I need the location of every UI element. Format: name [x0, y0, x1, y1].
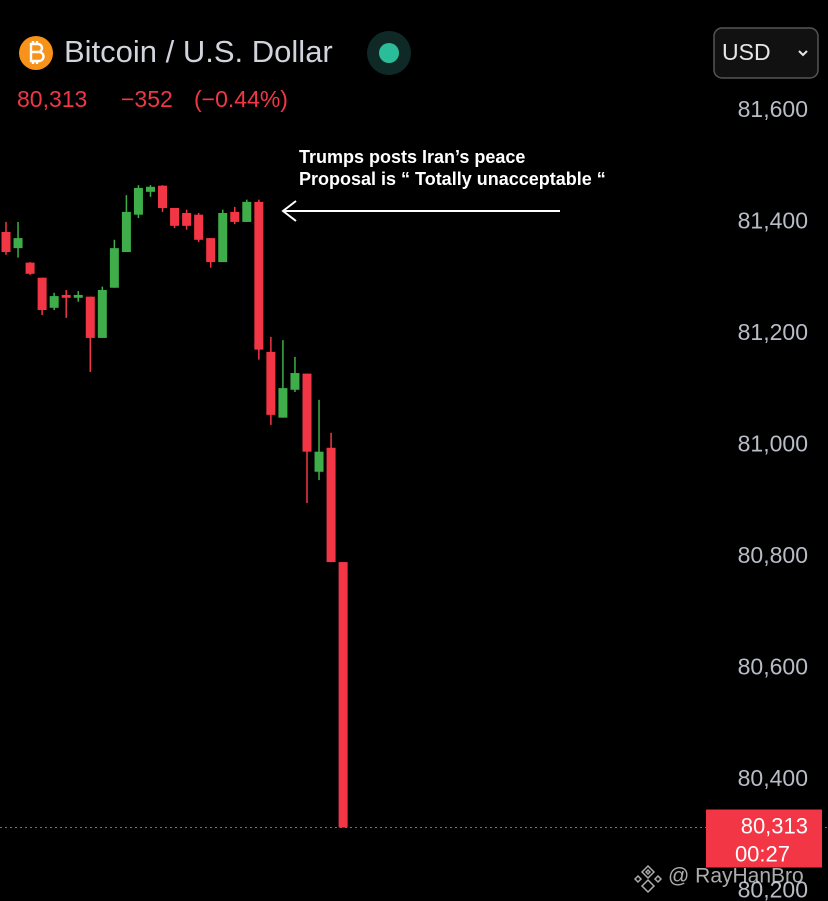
currency-button[interactable] [713, 27, 819, 79]
candle-body [145, 186, 155, 192]
candle-body [194, 214, 204, 240]
candle-body [230, 211, 240, 222]
candle-body [97, 289, 107, 338]
watermark-icon [633, 864, 663, 894]
candle-body [49, 296, 59, 308]
candle-body [242, 201, 252, 222]
candle-body [278, 388, 288, 418]
candle-body [314, 451, 324, 472]
candle-body [37, 277, 47, 311]
y-tick-label: 80,800 [738, 542, 808, 568]
last-price-box [706, 809, 822, 868]
y-tick-label: 80,200 [738, 877, 808, 901]
price: 80,313 [17, 86, 87, 112]
candle-body [206, 238, 216, 263]
candle-body [121, 211, 131, 253]
annotation-line: Proposal is “ Totally unacceptable “ [299, 169, 606, 189]
candle-body [158, 185, 168, 208]
candle-body [302, 373, 312, 452]
candle-body [13, 238, 23, 249]
candle-body [290, 373, 300, 390]
y-tick-label: 81,600 [738, 96, 808, 122]
status-dot[interactable] [379, 43, 399, 63]
annotation-line: Trumps posts Iran’s peace [299, 147, 525, 167]
candle-body [133, 187, 143, 215]
y-tick-label: 80,400 [738, 765, 808, 791]
change: −352 [121, 86, 173, 112]
countdown: 00:27 [735, 841, 790, 866]
y-tick-label: 81,000 [738, 431, 808, 457]
chart-title: Bitcoin / U.S. Dollar [64, 34, 333, 69]
chevron [798, 50, 808, 57]
candle-body [1, 231, 11, 253]
candle-body [61, 294, 71, 298]
candle-body [170, 207, 180, 226]
candle-body [182, 213, 192, 226]
currency-label: USD [722, 39, 771, 65]
y-tick-label: 81,200 [738, 319, 808, 345]
candle-body [338, 562, 348, 828]
y-tick-label: 81,400 [738, 207, 808, 233]
bitcoin-glyph [29, 41, 45, 64]
candle-body [218, 213, 228, 263]
arrow-head [281, 200, 297, 222]
plot-area: 80,200 80,400 80,600 80,800 81,000 81,200 81,4… [0, 96, 828, 901]
candle-body [254, 201, 264, 350]
candle-body [109, 248, 119, 288]
change-percent: (−0.44%) [194, 86, 288, 112]
y-tick-label: 80,600 [738, 654, 808, 680]
candle-body [73, 294, 83, 298]
candle-body [85, 296, 95, 338]
last-price-label: 80,313 [741, 813, 808, 838]
candle-body [25, 262, 35, 274]
overlay: Bitcoin / U.S. Dollar USD 80,313 −352 (−… [17, 27, 822, 894]
watermark: @ RayHanBro [668, 865, 804, 888]
candle-body [266, 351, 276, 415]
candle-body [326, 447, 336, 563]
